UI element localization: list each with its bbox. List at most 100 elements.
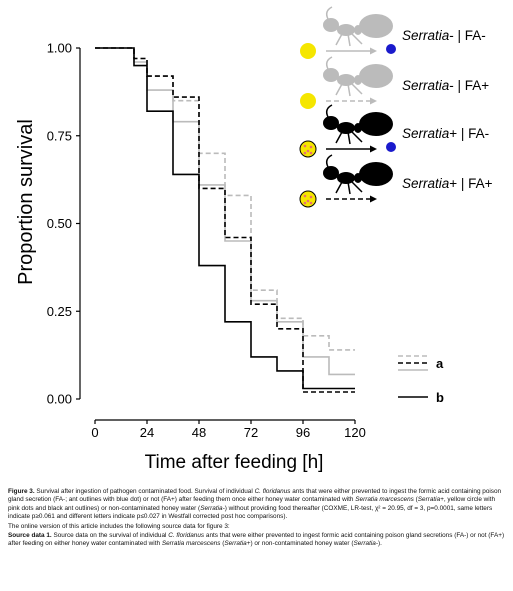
significance-legend: ab <box>398 355 444 405</box>
ant-head-icon <box>323 18 339 32</box>
legend-entry: Serratia- | FA+ <box>300 56 489 109</box>
caption-fig-label: Figure 3. <box>8 488 35 495</box>
ant-petiole-icon <box>354 173 362 183</box>
caption-text: ) without providing food thereafter (COX… <box>8 504 493 521</box>
food-circle-icon <box>300 43 316 59</box>
ant-petiole-icon <box>354 75 362 85</box>
caption-source-data: Source data 1. Source data on the surviv… <box>8 532 505 549</box>
y-tick-label: 1.00 <box>47 41 72 56</box>
ant-gaster-icon <box>359 14 393 38</box>
pathogen-dot-icon <box>303 194 307 198</box>
significance-letter-a: a <box>436 356 444 371</box>
pathogen-dot-icon <box>309 201 313 205</box>
caption-species: C. floridanus <box>254 488 291 495</box>
ant-leg-icon <box>351 33 363 45</box>
ant-gaster-icon <box>359 162 393 186</box>
caption-text: Survival of individual <box>192 488 255 495</box>
legend-entry: Serratia+ | FA+ <box>299 154 493 208</box>
caption-source-serratia-minus: Serratia- <box>353 540 378 548</box>
legend-label: Serratia- | FA- <box>402 28 486 43</box>
caption-pathogen: Serratia marcescens <box>355 496 414 504</box>
food-circle-icon <box>299 140 317 158</box>
ant-thorax-icon <box>337 24 355 36</box>
caption-text: , yellow circle with pink dots and black… <box>8 496 496 512</box>
caption-text: Source data on the survival of individua… <box>51 532 169 540</box>
ant-thorax-icon <box>337 172 355 184</box>
x-tick-label: 48 <box>192 425 206 440</box>
caption-text: ( <box>413 496 418 504</box>
caption-text: ants that were either prevented to inges… <box>8 488 502 504</box>
arrow-head-icon <box>370 47 377 55</box>
y-tick-label: 0.25 <box>47 304 72 319</box>
ant-leg-icon <box>335 181 343 194</box>
axes: 0.00 0.25 0.50 0.75 1.00 0 24 48 72 96 120 <box>47 41 366 441</box>
ant-gaster-icon <box>359 112 393 136</box>
ant-thorax-icon <box>337 74 355 86</box>
legend-label: Serratia+ | FA- <box>402 126 489 141</box>
x-tick-label: 96 <box>296 425 310 440</box>
caption-serratia-plus: Serratia+ <box>417 496 444 504</box>
ant-leg-icon <box>335 131 343 144</box>
pathogen-dot-icon <box>303 144 307 148</box>
series-line-serratia-fa- <box>95 47 355 376</box>
pathogen-dot-icon <box>303 151 307 155</box>
ant-antenna-icon <box>325 154 333 168</box>
ant-leg-icon <box>347 131 351 145</box>
ant-head-icon <box>323 166 339 180</box>
caption-text: ) or non-contaminated honey water ( <box>250 540 354 548</box>
series-layer <box>95 47 355 393</box>
legend-entry: Serratia- | FA- <box>300 6 486 59</box>
pathogen-dot-icon <box>306 149 310 153</box>
ant-leg-icon <box>347 33 351 47</box>
ant-antenna-icon <box>325 6 333 20</box>
legend: Serratia- | FA- Serratia- | FA+ Serratia+ … <box>299 6 493 208</box>
y-tick-label: 0.75 <box>47 128 72 143</box>
ant-antenna-icon <box>325 56 333 70</box>
pathogen-dot-icon <box>306 199 310 203</box>
caption-paragraph: Figure 3. Survival after ingestion of pa… <box>8 488 505 522</box>
caption-text: ants that were either prevented to inges… <box>8 532 505 548</box>
figure-caption: Figure 3. Survival after ingestion of pa… <box>8 488 505 550</box>
x-tick-label: 72 <box>244 425 258 440</box>
x-tick-label: 0 <box>91 425 98 440</box>
ant-thorax-icon <box>337 122 355 134</box>
survival-chart: 0.000.250.500.751.000 24 48 72 96 120 ab Serr… <box>15 6 493 473</box>
x-tick-label: 120 <box>344 425 366 440</box>
food-circle-icon <box>300 93 316 109</box>
formic-acid-dot-icon <box>386 44 396 54</box>
arrow-head-icon <box>370 97 377 105</box>
ant-leg-icon <box>335 83 343 96</box>
legend-label: Serratia+ | FA+ <box>402 176 493 191</box>
caption-online-note: The online version of this article inclu… <box>8 522 230 530</box>
ant-leg-icon <box>347 83 351 97</box>
food-circle-icon <box>299 190 317 208</box>
pathogen-dot-icon <box>309 145 313 149</box>
pathogen-dot-icon <box>303 201 307 205</box>
ant-gaster-icon <box>359 64 393 88</box>
caption-text: ( <box>220 540 225 548</box>
arrow-head-icon <box>370 195 377 203</box>
caption-source-serratia-plus: Serratia+ <box>224 540 251 548</box>
ant-leg-icon <box>335 33 343 46</box>
significance-letter-b: b <box>436 390 444 405</box>
y-tick-label: 0.00 <box>47 392 72 407</box>
caption-source-species: C. floridanus <box>168 532 205 540</box>
pathogen-dot-icon <box>309 151 313 155</box>
arrow-head-icon <box>370 145 377 153</box>
legend-label: Serratia- | FA+ <box>402 78 489 93</box>
caption-text: ). <box>377 540 382 548</box>
series-line-serratia-fa- <box>95 47 355 393</box>
ant-petiole-icon <box>354 123 362 133</box>
ant-leg-icon <box>347 181 351 195</box>
ant-leg-icon <box>351 131 363 143</box>
caption-source-pathogen: Serratia marcescens <box>161 540 221 548</box>
ant-petiole-icon <box>354 25 362 35</box>
y-axis-label: Proportion survival <box>15 119 37 285</box>
ant-leg-icon <box>351 83 363 95</box>
ant-head-icon <box>323 116 339 130</box>
ant-antenna-icon <box>325 104 333 118</box>
caption-serratia-minus: Serratia- <box>200 504 225 512</box>
y-tick-label: 0.50 <box>47 216 72 231</box>
ant-leg-icon <box>351 181 363 193</box>
caption-fig-title: Survival after ingestion of pathogen con… <box>36 488 193 495</box>
